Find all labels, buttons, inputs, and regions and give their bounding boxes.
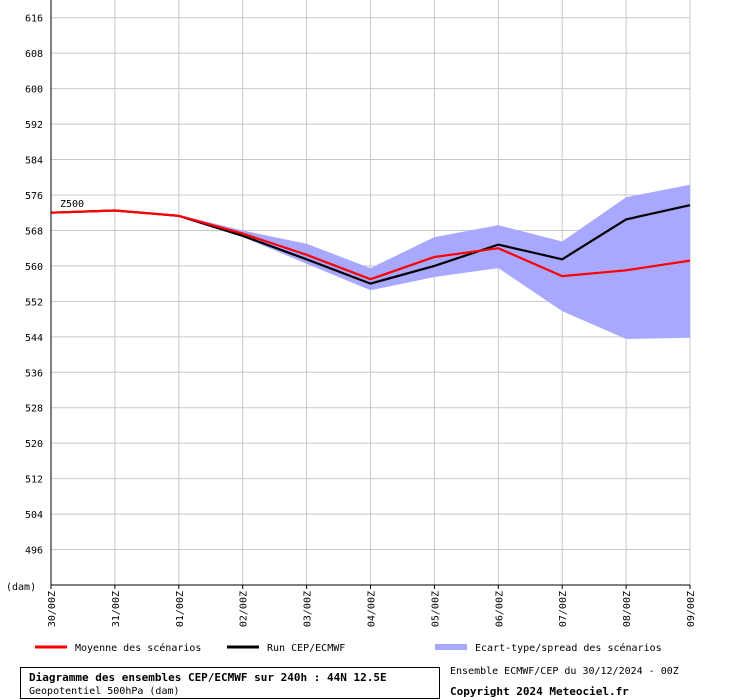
y-tick-label: 520 bbox=[25, 439, 43, 450]
y-tick-label: 544 bbox=[25, 333, 43, 344]
y-axis-label: (dam) bbox=[6, 582, 36, 593]
y-tick-label: 552 bbox=[25, 297, 43, 308]
series-lines bbox=[50, 204, 691, 285]
x-tick-label: 04/00Z bbox=[367, 591, 378, 627]
legend: Moyenne des scénarios Run CEP/ECMWF Ecart-… bbox=[35, 642, 662, 654]
x-tick-label: 05/00Z bbox=[430, 591, 441, 627]
x-tick-label: 09/00Z bbox=[686, 591, 697, 627]
y-tick-label: 608 bbox=[25, 49, 43, 60]
x-tick-label: 03/00Z bbox=[303, 591, 314, 627]
copyright-text: Copyright 2024 Meteociel.fr bbox=[450, 685, 629, 698]
y-tick-label: 536 bbox=[25, 368, 43, 379]
x-tick-label: 06/00Z bbox=[494, 591, 505, 627]
x-tick-label: 08/00Z bbox=[622, 591, 633, 627]
y-tick-label: 512 bbox=[25, 475, 43, 486]
legend-label: Ecart-type/spread des scénarios bbox=[475, 642, 662, 654]
y-tick-label: 560 bbox=[25, 262, 43, 273]
x-tick-label: 02/00Z bbox=[239, 591, 250, 627]
y-tick-label: 576 bbox=[25, 191, 43, 202]
footer-box: Diagramme des ensembles CEP/ECMWF sur 24… bbox=[20, 667, 440, 699]
x-tick-label: 30/00Z bbox=[47, 591, 58, 627]
legend-swatch-spread bbox=[435, 644, 467, 650]
legend-label: Run CEP/ECMWF bbox=[267, 643, 345, 654]
mean-series-line bbox=[50, 209, 691, 281]
spread-band bbox=[51, 184, 690, 339]
spread-band-layer bbox=[51, 184, 690, 339]
diagram-subtitle: Geopotentiel 500hPa (dam) bbox=[29, 686, 180, 697]
x-tick-label: 07/00Z bbox=[558, 591, 569, 627]
y-tick-label: 528 bbox=[25, 404, 43, 415]
x-tick-label: 31/00Z bbox=[111, 591, 122, 627]
y-tick-label: 496 bbox=[25, 546, 43, 557]
ensemble-run-label: Ensemble ECMWF/CEP du 30/12/2024 - 00Z bbox=[450, 666, 679, 677]
x-tick-label: 01/00Z bbox=[175, 591, 186, 627]
y-tick-label: 592 bbox=[25, 120, 43, 131]
axes: 496 504 512 520 528 536 544 552 560 568 576 584 592 6… bbox=[25, 0, 697, 627]
ensemble-chart: 496 504 512 520 528 536 544 552 560 568 576 584 592 6… bbox=[6, 0, 697, 654]
legend-label: Moyenne des scénarios bbox=[75, 642, 201, 654]
y-tick-label: 616 bbox=[25, 14, 43, 25]
y-tick-label: 584 bbox=[25, 156, 43, 167]
y-tick-label: 504 bbox=[25, 510, 43, 521]
series-label-z500: Z500 bbox=[60, 199, 84, 210]
y-tick-label: 600 bbox=[25, 85, 43, 96]
y-tick-label: 568 bbox=[25, 226, 43, 237]
diagram-title: Diagramme des ensembles CEP/ECMWF sur 24… bbox=[29, 671, 387, 684]
